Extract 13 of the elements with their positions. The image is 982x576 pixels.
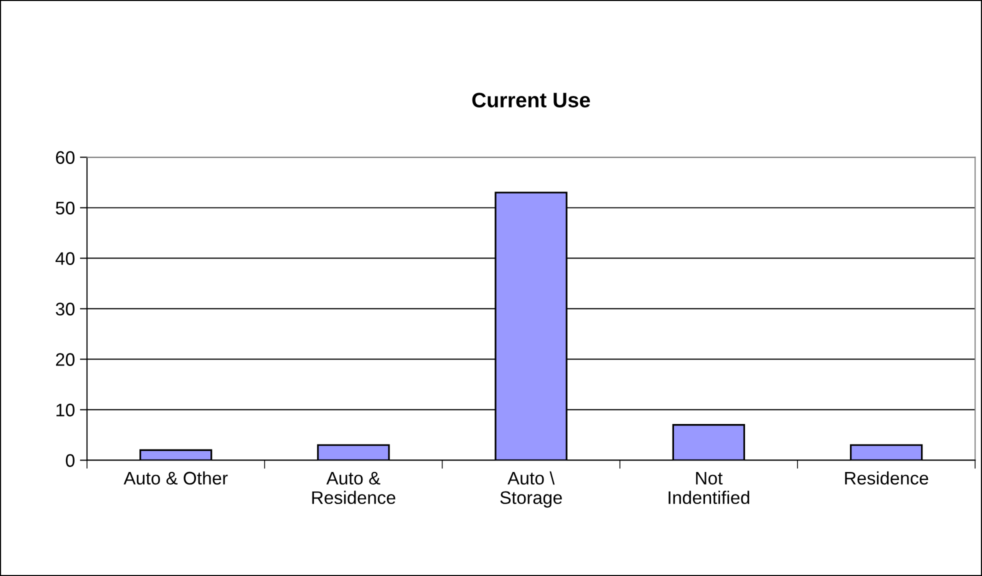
y-tick-label: 30 [56, 302, 74, 316]
x-tick-label: Auto \ Storage [500, 471, 562, 508]
y-tick-label: 60 [56, 151, 74, 164]
chart-title: Current Use [472, 92, 590, 108]
x-tick-label: Auto & Other [124, 471, 228, 485]
x-tick-label: Residence [845, 471, 928, 485]
x-tick-label: Auto & Residence [312, 472, 396, 504]
y-tick-label: 50 [56, 202, 74, 214]
y-tick-label: 0 [66, 454, 74, 467]
y-tick-label: 10 [56, 404, 74, 416]
y-tick-label: 20 [56, 353, 74, 366]
y-tick-label: 40 [56, 252, 74, 265]
x-tick-label: Not Indentified [668, 472, 750, 504]
